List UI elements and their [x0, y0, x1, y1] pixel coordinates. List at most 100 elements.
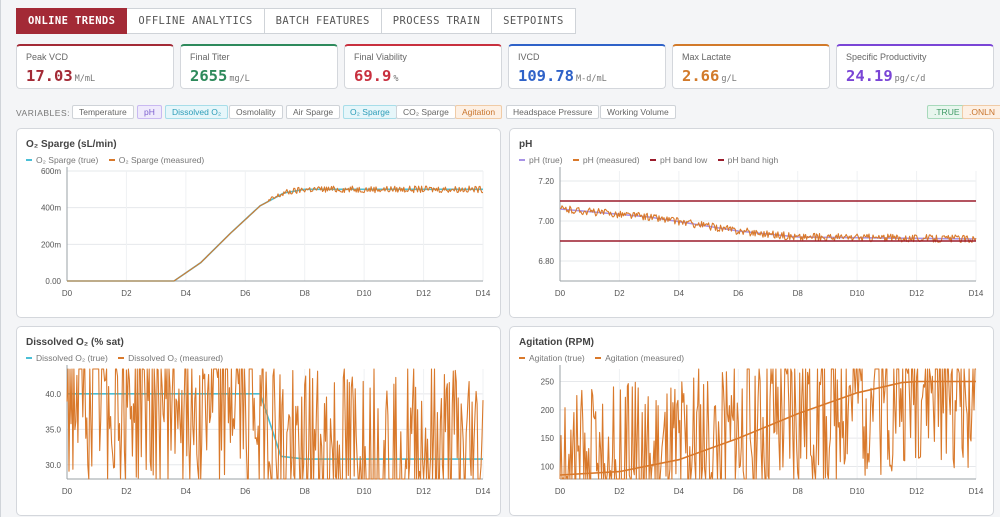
kpi-unit: % [393, 74, 399, 84]
chip-working-volume[interactable]: Working Volume [600, 105, 676, 119]
chart-panel-dissolved-o2: Dissolved O₂ (% sat) Dissolved O₂ (true)… [16, 326, 501, 516]
chip-headspace-pressure[interactable]: Headspace Pressure [506, 105, 600, 119]
tab-batch-features[interactable]: BATCH FEATURES [264, 8, 382, 34]
tab-setpoints[interactable]: SETPOINTS [492, 8, 576, 34]
kpi-unit: mg/L [229, 74, 250, 84]
x-tick-label: D8 [793, 487, 804, 496]
x-tick-label: D14 [476, 487, 491, 496]
x-tick-label: D12 [909, 487, 924, 496]
legend-item[interactable]: pH band low [649, 155, 707, 165]
x-tick-label: D6 [240, 289, 251, 298]
chart-title: Dissolved O₂ (% sat) [26, 337, 124, 348]
kpi-unit: M-d/mL [576, 74, 607, 84]
y-tick-label: 35.0 [45, 425, 61, 434]
y-tick-label: 200m [41, 240, 61, 249]
x-tick-label: D6 [240, 487, 251, 496]
mode-chip-online[interactable]: .ONLN [962, 105, 1000, 119]
chip-o2-sparge[interactable]: O₂ Sparge [343, 105, 397, 119]
kpi-card-specific-productivity: Specific Productivity 24.19 pg/c/d [836, 44, 994, 89]
chip-ph[interactable]: pH [137, 105, 162, 119]
y-tick-label: 100 [541, 463, 555, 472]
kpi-card-ivcd: IVCD 109.78 M-d/mL [508, 44, 666, 89]
plot-area[interactable]: 7.20 7.00 6.80 D0 D2 D4 D6 D8 D10 D12 D14 [510, 129, 995, 319]
x-tick-label: D0 [62, 289, 73, 298]
legend-swatch [108, 158, 115, 161]
x-tick-label: D4 [674, 289, 685, 298]
kpi-label: Peak VCD [26, 52, 69, 62]
y-tick-label: 400m [41, 204, 61, 213]
legend-item[interactable]: Agitation (true) [519, 353, 585, 363]
x-tick-label: D4 [181, 487, 192, 496]
legend-swatch [519, 158, 525, 161]
legend-swatch [519, 356, 525, 359]
x-tick-label: D10 [357, 289, 372, 298]
kpi-value: 69.9% [354, 67, 399, 85]
tab-online-trends[interactable]: ONLINE TRENDS [16, 8, 128, 34]
kpi-unit: pg/c/d [894, 74, 926, 84]
chart-panel-o2-sparge: O₂ Sparge (sL/min) O₂ Sparge (true) O₂ S… [16, 128, 501, 318]
y-tick-label: 6.80 [538, 257, 554, 266]
chart-legend: Dissolved O₂ (true) Dissolved O₂ (measur… [26, 353, 231, 363]
x-tick-label: D4 [674, 487, 685, 496]
chip-air-sparge[interactable]: Air Sparge [286, 105, 341, 119]
variables-label: VARIABLES: [16, 108, 70, 118]
x-tick-label: D2 [614, 487, 625, 496]
kpi-value: 24.19 pg/c/d [846, 67, 926, 85]
x-tick-label: D12 [416, 289, 431, 298]
chart-legend: pH (true) pH (measured) pH band low pH b… [519, 155, 786, 165]
tab-offline-analytics[interactable]: OFFLINE ANALYTICS [127, 8, 265, 34]
kpi-label: Final Viability [354, 52, 407, 62]
kpi-card-final-viability: Final Viability 69.9% [344, 44, 502, 89]
series-line [67, 188, 483, 282]
y-tick-label: 7.00 [538, 217, 554, 226]
x-tick-label: D8 [300, 487, 311, 496]
chart-panel-ph: pH pH (true) pH (measured) pH band low p… [509, 128, 994, 318]
x-tick-label: D2 [614, 289, 625, 298]
kpi-value: 109.78 M-d/mL [518, 67, 607, 85]
x-tick-label: D8 [793, 289, 804, 298]
y-tick-label: 150 [541, 434, 555, 443]
kpi-card-peak-vcd: Peak VCD 17.03 M/mL [16, 44, 174, 89]
series-line [67, 185, 483, 282]
x-tick-label: D12 [909, 289, 924, 298]
legend-item[interactable]: Agitation (measured) [595, 353, 684, 363]
legend-item[interactable]: pH (true) [519, 155, 563, 165]
y-tick-label: 600m [41, 167, 61, 176]
tab-process-train[interactable]: PROCESS TRAIN [381, 8, 493, 34]
chip-dissolved-o2[interactable]: Dissolved O₂ [165, 105, 229, 119]
y-tick-label: 200 [541, 406, 555, 415]
chip-osmolality[interactable]: Osmolality [229, 105, 283, 119]
legend-item[interactable]: Dissolved O₂ (true) [26, 353, 108, 363]
kpi-label: IVCD [518, 52, 540, 62]
legend-item[interactable]: O₂ Sparge (measured) [108, 155, 204, 165]
legend-item[interactable]: O₂ Sparge (true) [26, 155, 98, 165]
chart-legend: O₂ Sparge (true) O₂ Sparge (measured) [26, 155, 212, 165]
legend-item[interactable]: pH band high [717, 155, 778, 165]
x-tick-label: D14 [476, 289, 491, 298]
plot-area[interactable]: 40.0 35.0 30.0 D0 D2 D4 D6 D8 D10 D12 D14 [17, 327, 502, 517]
y-tick-label: 0.00 [45, 277, 61, 286]
x-tick-label: D10 [357, 487, 372, 496]
x-tick-label: D2 [121, 289, 132, 298]
chart-legend: Agitation (true) Agitation (measured) [519, 353, 692, 363]
window-edge [0, 0, 1, 517]
legend-swatch [649, 158, 656, 161]
plot-area[interactable]: 250 200 150 100 D0 D2 D4 D6 D8 D10 D12 D14 [510, 327, 995, 517]
chip-agitation[interactable]: Agitation [455, 105, 503, 119]
y-tick-label: 7.20 [538, 177, 554, 186]
legend-item[interactable]: pH (measured) [572, 155, 640, 165]
chart-panel-agitation: Agitation (RPM) Agitation (true) Agitati… [509, 326, 994, 516]
kpi-card-final-titer: Final Titer 2655 mg/L [180, 44, 338, 89]
kpi-unit: g/L [721, 74, 737, 84]
chip-temperature[interactable]: Temperature [72, 105, 134, 119]
mode-chip-true[interactable]: .TRUE [927, 105, 967, 119]
main-tabs: ONLINE TRENDS OFFLINE ANALYTICS BATCH FE… [16, 8, 576, 34]
y-tick-label: 40.0 [45, 390, 61, 399]
kpi-unit: M/mL [74, 74, 96, 84]
legend-swatch [26, 356, 32, 359]
legend-item[interactable]: Dissolved O₂ (measured) [118, 353, 223, 363]
legend-swatch [595, 356, 602, 359]
chip-co2-sparge[interactable]: CO₂ Sparge [396, 105, 456, 119]
x-tick-label: D0 [62, 487, 73, 496]
